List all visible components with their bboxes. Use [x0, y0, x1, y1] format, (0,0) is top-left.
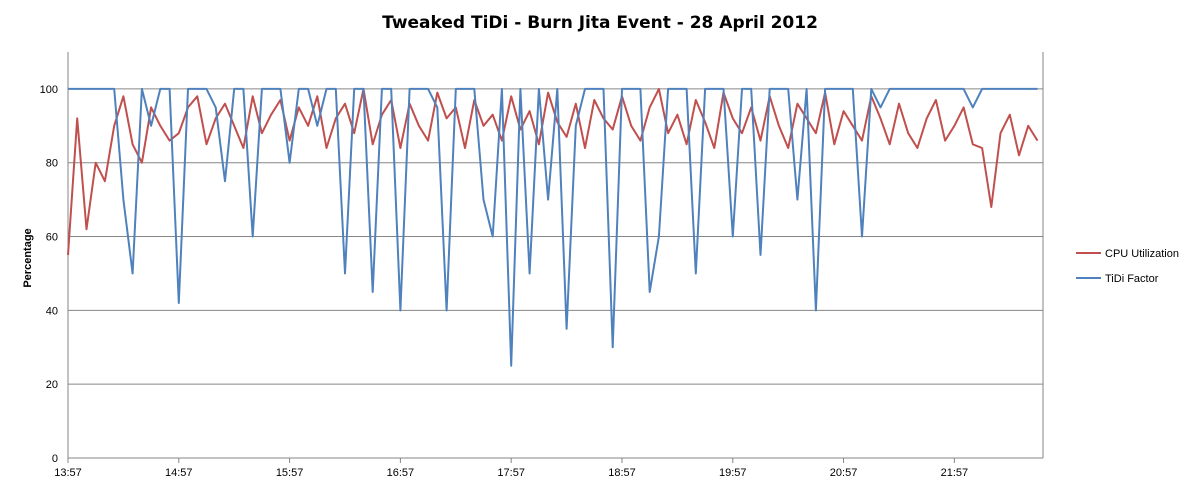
series-line-cpu-utilization	[67, 87, 1039, 256]
x-tick-label: 19:57	[719, 467, 747, 479]
y-axis-title: Percentage	[22, 228, 34, 287]
x-tick-label: 21:57	[941, 467, 969, 479]
x-tick-label: 18:57	[608, 467, 636, 479]
y-tick-label: 0	[52, 453, 58, 465]
legend: CPU Utilization TiDi Factor	[1076, 248, 1179, 285]
x-tick-label: 13:57	[54, 467, 82, 479]
x-tick-label: 17:57	[497, 467, 525, 479]
y-tick-label: 60	[46, 232, 58, 244]
y-tick-label: 100	[40, 84, 58, 96]
legend-label: CPU Utilization	[1105, 248, 1179, 260]
y-tick-label: 40	[46, 305, 58, 317]
series-line-tidi-factor	[68, 87, 1038, 367]
x-tick-label: 15:57	[276, 467, 304, 479]
x-tick-label: 14:57	[165, 467, 193, 479]
y-tick-label: 20	[46, 379, 58, 391]
chart-title: Tweaked TiDi - Burn Jita Event - 28 Apri…	[382, 13, 818, 33]
y-tick-label: 80	[46, 158, 58, 170]
x-tick-label: 20:57	[830, 467, 858, 479]
legend-label: TiDi Factor	[1105, 273, 1159, 285]
plot-area: 0 20 40 60 80 100 13:57 14:57 15:57 16:57 17:57 18:…	[40, 52, 1044, 479]
x-tick-label: 16:57	[387, 467, 415, 479]
